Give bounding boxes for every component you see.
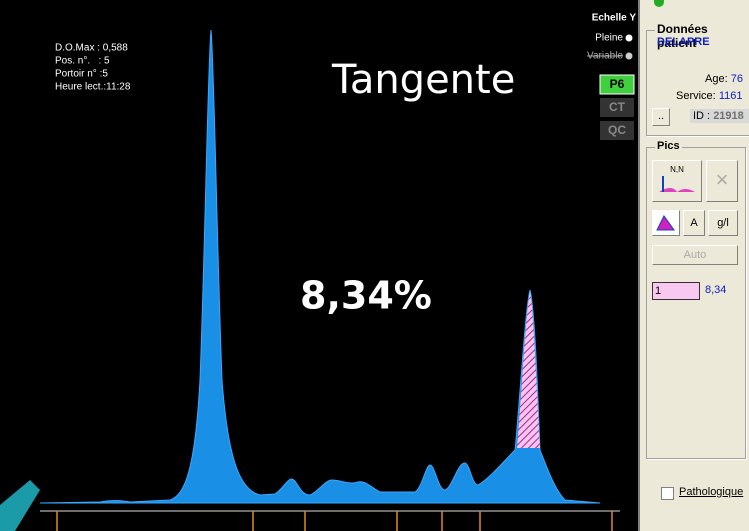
- peak-index[interactable]: 1: [652, 282, 700, 300]
- icon-text: N,N: [670, 165, 684, 174]
- value: 21918: [713, 110, 744, 122]
- field: Age: 76: [705, 73, 743, 85]
- selected-peak: [517, 292, 540, 448]
- label: Age:: [705, 73, 728, 85]
- button-label[interactable]: CT: [609, 100, 626, 114]
- info-line: Portoir n° :5: [55, 69, 108, 80]
- method-label: Tangente: [331, 57, 515, 103]
- checkbox-label[interactable]: Pathologique: [679, 486, 744, 498]
- field: ID : 21918: [690, 109, 749, 123]
- mode-button[interactable]: g/l: [708, 210, 738, 236]
- electrophoresis-curve: [39, 29, 601, 504]
- button[interactable]: [600, 98, 634, 117]
- icon: [659, 176, 695, 192]
- mode-button[interactable]: A: [683, 210, 705, 236]
- info-line: Pos. n°. : 5: [55, 56, 110, 67]
- checkbox[interactable]: [661, 487, 674, 500]
- info-line: Heure lect.:11:28: [55, 82, 131, 93]
- peak-mode-button[interactable]: [652, 210, 680, 236]
- button[interactable]: [599, 74, 635, 95]
- info-line: D.O.Max : 0,588: [55, 43, 128, 54]
- percent-label: 8,34%: [300, 274, 432, 318]
- group-title: Pics: [655, 140, 682, 152]
- radio[interactable]: [625, 34, 633, 42]
- auto-button[interactable]: Auto: [652, 245, 738, 265]
- scale-option[interactable]: Pleine: [595, 33, 623, 44]
- peaks-group: [646, 147, 746, 459]
- fraction-separators: [56, 511, 613, 531]
- icon-button[interactable]: N,N: [652, 160, 702, 202]
- value: 76: [730, 73, 743, 85]
- button-label[interactable]: QC: [608, 123, 626, 137]
- label: ID :: [693, 110, 711, 122]
- browse-button[interactable]: ..: [652, 108, 670, 126]
- corner-decoration: [0, 480, 40, 531]
- peak-value: 8,34: [705, 284, 727, 296]
- scale-label: Echelle Y: [592, 13, 637, 24]
- field: Service: 1161: [676, 90, 742, 102]
- scale-option[interactable]: Variable: [587, 51, 623, 62]
- delete-button[interactable]: ×: [706, 160, 738, 202]
- value: 1161: [718, 90, 743, 102]
- radio[interactable]: [625, 52, 633, 60]
- icon: [656, 215, 675, 231]
- group-title: Données patient: [655, 22, 749, 50]
- plot-background: [0, 0, 638, 531]
- patient-name: DELAPRE: [657, 36, 710, 48]
- label: Service:: [676, 90, 716, 102]
- button-label[interactable]: P6: [610, 77, 625, 91]
- plot: D.O.Max : 0,588 Pos. n°. : 5 Portoir n° …: [0, 0, 638, 531]
- status-icon: [654, 0, 664, 7]
- button[interactable]: [600, 121, 634, 140]
